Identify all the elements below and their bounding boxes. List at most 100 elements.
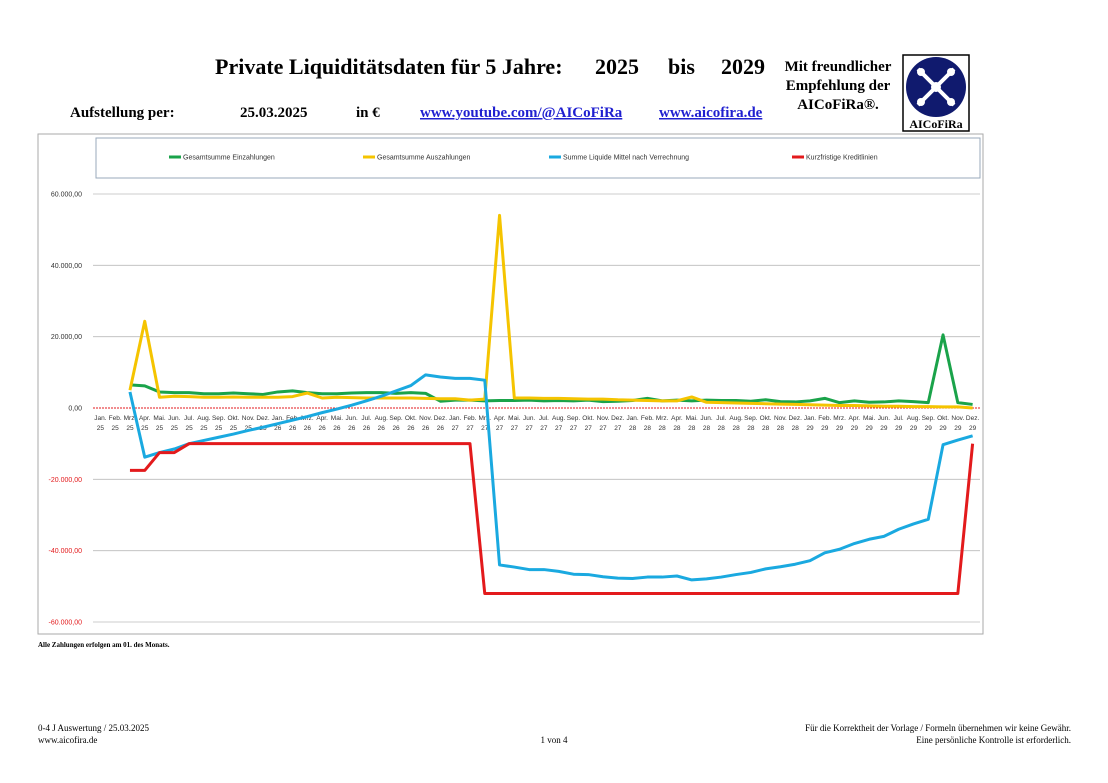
x-tick-label: Okt. <box>937 415 949 422</box>
x-tick-label: Jun. <box>878 415 890 422</box>
x-tick-label: 27 <box>525 425 533 432</box>
x-tick-label: Jun. <box>168 415 180 422</box>
x-tick-label: Jul. <box>184 415 194 422</box>
x-tick-label: Nov. <box>242 415 255 422</box>
x-tick-label: Mrz. <box>124 415 137 422</box>
x-tick-label: 25 <box>230 425 238 432</box>
x-tick-label: 26 <box>348 425 356 432</box>
x-tick-label: Sep. <box>744 415 758 422</box>
year-from: 2025 <box>595 54 639 79</box>
x-tick-label: 25 <box>97 425 105 432</box>
x-tick-label: 26 <box>407 425 415 432</box>
as-of-label: Aufstellung per: <box>70 105 175 121</box>
logo-dot <box>917 98 925 106</box>
x-tick-label: 25 <box>126 425 134 432</box>
x-tick-label: Jun. <box>523 415 535 422</box>
x-tick-label: 26 <box>274 425 282 432</box>
x-tick-label: Nov. <box>951 415 964 422</box>
x-tick-label: 28 <box>703 425 711 432</box>
x-tick-label: 28 <box>644 425 652 432</box>
x-tick-label: 28 <box>718 425 726 432</box>
series-line <box>129 333 973 406</box>
x-tick-label: Feb. <box>109 415 122 422</box>
x-tick-label: 29 <box>821 425 829 432</box>
x-tick-label: 25 <box>112 425 120 432</box>
x-tick-label: Apr. <box>849 415 861 422</box>
x-tick-label: 28 <box>747 425 755 432</box>
x-tick-label: 29 <box>954 425 962 432</box>
x-tick-label: Jul. <box>894 415 904 422</box>
legend-label: Summe Liquide Mittel nach Verrechnung <box>563 155 689 162</box>
youtube-link[interactable]: www.youtube.com/@AICoFiRa <box>420 105 623 121</box>
footer-left: www.aicofira.de <box>38 735 97 745</box>
x-tick-label: Jun. <box>346 415 358 422</box>
title: Private Liquiditätsdaten für 5 Jahre: <box>215 54 563 79</box>
recommendation: Empfehlung der <box>786 78 891 94</box>
recommendation: AICoFiRa®. <box>797 97 879 113</box>
currency: in € <box>356 105 380 121</box>
logo-text: AICoFiRa <box>909 117 962 131</box>
x-tick-label: Feb. <box>463 415 476 422</box>
logo-dot <box>931 82 941 92</box>
page-number: 1 von 4 <box>541 735 569 745</box>
x-tick-label: Sep. <box>389 415 403 422</box>
x-tick-label: Dez. <box>966 415 980 422</box>
y-tick-label: -20.000,00 <box>49 477 83 484</box>
x-tick-label: Nov. <box>597 415 610 422</box>
x-tick-label: Apr. <box>316 415 328 422</box>
x-tick-label: 29 <box>836 425 844 432</box>
y-tick-label: -40.000,00 <box>49 548 83 555</box>
x-tick-label: 28 <box>762 425 770 432</box>
x-tick-label: Jan. <box>94 415 106 422</box>
x-tick-label: 26 <box>378 425 386 432</box>
x-tick-label: 26 <box>304 425 312 432</box>
x-tick-label: Nov. <box>774 415 787 422</box>
x-tick-label: Okt. <box>760 415 772 422</box>
x-tick-label: Mai. <box>331 415 343 422</box>
series-line <box>129 442 975 595</box>
x-tick-label: 28 <box>629 425 637 432</box>
x-tick-label: 27 <box>496 425 504 432</box>
x-tick-label: 25 <box>156 425 164 432</box>
x-tick-label: 27 <box>585 425 593 432</box>
x-tick-label: Jun. <box>700 415 712 422</box>
x-tick-label: 29 <box>895 425 903 432</box>
x-tick-label: 26 <box>289 425 297 432</box>
chart: -60.000,00 -40.000,00 -20.000,00 0,00 20.000… <box>49 155 980 627</box>
x-tick-label: Sep. <box>567 415 581 422</box>
x-tick-label: Jan. <box>626 415 638 422</box>
as-of-date: 25.03.2025 <box>240 105 308 121</box>
y-tick-label: 60.000,00 <box>51 192 82 199</box>
logo-dot <box>947 98 955 106</box>
site-link[interactable]: www.aicofira.de <box>659 105 763 121</box>
x-tick-label: Sep. <box>212 415 226 422</box>
x-tick-label: Okt. <box>405 415 417 422</box>
x-tick-label: Mrz. <box>301 415 314 422</box>
x-tick-label: 27 <box>481 425 489 432</box>
series-line <box>128 373 974 582</box>
x-tick-label: 25 <box>200 425 208 432</box>
x-tick-label: Mai. <box>863 415 875 422</box>
x-tick-label: 29 <box>910 425 918 432</box>
x-tick-label: 29 <box>866 425 874 432</box>
x-tick-label: Dez. <box>611 415 625 422</box>
logo-dot <box>917 68 925 76</box>
recommendation: Mit freundlicher <box>785 59 892 75</box>
x-tick-label: Aug. <box>552 415 566 422</box>
x-tick-label: Aug. <box>375 415 389 422</box>
x-tick-label: 25 <box>141 425 149 432</box>
x-tick-label: Apr. <box>494 415 506 422</box>
x-tick-label: Jan. <box>804 415 816 422</box>
x-tick-label: Dez. <box>434 415 448 422</box>
x-tick-label: 26 <box>392 425 400 432</box>
x-tick-label: Aug. <box>729 415 743 422</box>
x-tick-label: 28 <box>792 425 800 432</box>
x-tick-label: 26 <box>422 425 430 432</box>
x-tick-label: 27 <box>555 425 563 432</box>
x-tick-label: 25 <box>215 425 223 432</box>
x-tick-label: Mai. <box>153 415 165 422</box>
x-tick-label: Dez. <box>789 415 803 422</box>
x-tick-label: Aug. <box>197 415 211 422</box>
